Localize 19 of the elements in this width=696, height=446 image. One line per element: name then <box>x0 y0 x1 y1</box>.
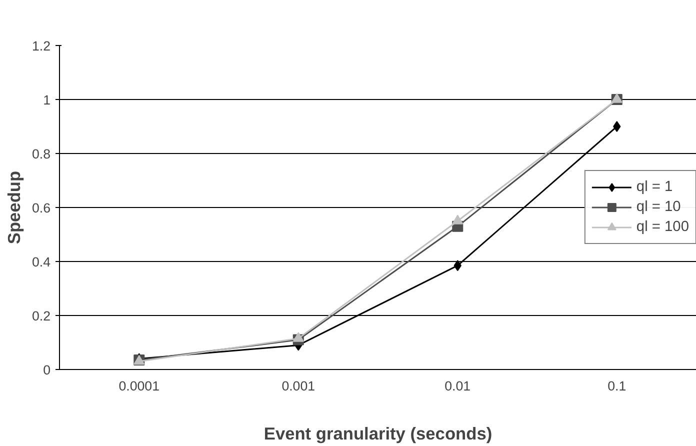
point <box>292 332 304 342</box>
x-tick-label: 0.1 <box>608 378 626 394</box>
y-tick-label: 0 <box>43 362 51 378</box>
y-axis-title: Speedup <box>4 170 24 244</box>
point <box>452 214 464 224</box>
y-tick-label: 0.8 <box>32 146 51 162</box>
x-tick-label: 0.001 <box>282 378 316 394</box>
x-tick-label: 0.0001 <box>118 378 160 394</box>
legend-label: ql = 1 <box>636 179 673 195</box>
legend-label: ql = 100 <box>636 219 689 235</box>
legend-label: ql = 10 <box>636 199 681 215</box>
point <box>613 121 621 132</box>
x-tick-label: 0.01 <box>444 378 471 394</box>
y-tick-label: 1 <box>43 92 51 108</box>
x-axis-title: Event granularity (seconds) <box>264 424 492 444</box>
y-tick-label: 0.2 <box>32 308 51 324</box>
y-tick-label: 0.6 <box>32 200 51 216</box>
y-tick-label: 0.4 <box>32 254 52 270</box>
y-tick-label: 1.2 <box>32 38 51 54</box>
